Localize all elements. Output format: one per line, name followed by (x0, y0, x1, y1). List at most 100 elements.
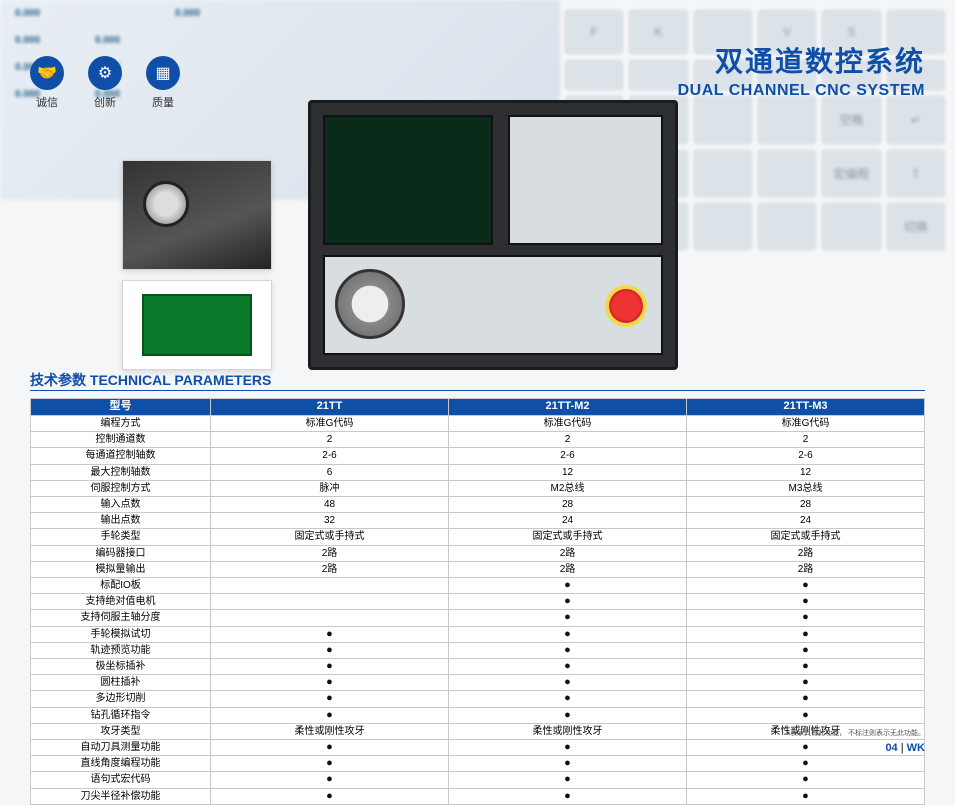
param-value: ● (449, 707, 687, 723)
param-value: ● (687, 594, 925, 610)
param-name: 支持伺服主轴分度 (31, 610, 211, 626)
bg-key: ⇧ (887, 150, 945, 197)
bg-key (565, 60, 623, 90)
trust-item: ⚙ 创新 (88, 56, 122, 110)
param-name: 输出点数 (31, 513, 211, 529)
parameters-table: 型号21TT21TT-M221TT-M3编程方式标准G代码标准G代码标准G代码控… (30, 398, 925, 805)
page-brand: WK (907, 742, 925, 754)
param-name: 圆柱插补 (31, 675, 211, 691)
param-value: 脉冲 (211, 480, 449, 496)
param-value: ● (687, 642, 925, 658)
param-value: 固定式或手持式 (211, 529, 449, 545)
param-name: 伺服控制方式 (31, 480, 211, 496)
bg-key: 切换 (887, 203, 945, 250)
param-name: 每通道控制轴数 (31, 448, 211, 464)
bg-key (694, 203, 752, 250)
param-name: 多边形切削 (31, 691, 211, 707)
trust-label: 质量 (152, 94, 174, 110)
param-value: M2总线 (449, 480, 687, 496)
param-value: ● (211, 691, 449, 707)
param-value: 2 (687, 432, 925, 448)
title-block: 双通道数控系统 DUAL CHANNEL CNC SYSTEM (678, 40, 925, 100)
param-value: ● (687, 772, 925, 788)
param-value: ● (211, 772, 449, 788)
param-value: ● (449, 642, 687, 658)
table-row: 刀尖半径补偿功能●●● (31, 788, 925, 804)
table-row: 最大控制轴数61212 (31, 464, 925, 480)
bg-key: 空格 (822, 96, 880, 143)
title-cn: 双通道数控系统 (678, 40, 925, 80)
param-value: 2路 (211, 545, 449, 561)
param-value: 标准G代码 (449, 416, 687, 432)
param-name: 编码器接口 (31, 545, 211, 561)
trust-label: 诚信 (36, 94, 58, 110)
table-row: 轨迹预览功能●●● (31, 642, 925, 658)
param-value: ● (687, 659, 925, 675)
param-value: 2-6 (687, 448, 925, 464)
page-sep: | (901, 742, 904, 754)
device-screen (323, 115, 493, 245)
param-value: ● (449, 691, 687, 707)
param-value: ● (211, 756, 449, 772)
param-name: 支持绝对值电机 (31, 594, 211, 610)
table-row: 圆柱插补●●● (31, 675, 925, 691)
param-name: 自动刀具测量功能 (31, 740, 211, 756)
param-name: 刀尖半径补偿功能 (31, 788, 211, 804)
param-value: 32 (211, 513, 449, 529)
photo-io-board (122, 280, 272, 370)
cnc-device (308, 100, 678, 370)
param-value: ● (449, 626, 687, 642)
param-name: 极坐标插补 (31, 659, 211, 675)
photo-detail (122, 160, 272, 270)
param-name: 攻牙类型 (31, 723, 211, 739)
pcb-icon (142, 294, 252, 356)
param-value: ● (449, 610, 687, 626)
param-name: 输入点数 (31, 497, 211, 513)
table-header-param: 型号 (31, 399, 211, 416)
param-name: 语句式宏代码 (31, 772, 211, 788)
estop-icon (605, 285, 647, 327)
table-row: 多边形切削●●● (31, 691, 925, 707)
table-row: 钻孔循环指令●●● (31, 707, 925, 723)
param-name: 钻孔循环指令 (31, 707, 211, 723)
bg-key (694, 150, 752, 197)
param-value: 2路 (687, 561, 925, 577)
bg-key (822, 203, 880, 250)
table-header-model: 21TT (211, 399, 449, 416)
trust-icon: ▦ (146, 56, 180, 90)
param-name: 手轮模拟试切 (31, 626, 211, 642)
table-header-model: 21TT-M2 (449, 399, 687, 416)
table-row: 输入点数482828 (31, 497, 925, 513)
table-row: 伺服控制方式脉冲M2总线M3总线 (31, 480, 925, 496)
device-keypad (508, 115, 663, 245)
param-value: ● (687, 675, 925, 691)
param-value: ● (687, 578, 925, 594)
bg-key (758, 150, 816, 197)
page-num: 04 (885, 742, 897, 754)
param-name: 控制通道数 (31, 432, 211, 448)
param-value: 24 (449, 513, 687, 529)
param-name: 编程方式 (31, 416, 211, 432)
param-value: 12 (687, 464, 925, 480)
table-row: 输出点数322424 (31, 513, 925, 529)
param-name: 最大控制轴数 (31, 464, 211, 480)
param-value: ● (687, 626, 925, 642)
bg-key (758, 203, 816, 250)
param-value: 48 (211, 497, 449, 513)
section-rule (30, 390, 925, 391)
param-value: 2-6 (449, 448, 687, 464)
bg-key (758, 96, 816, 143)
table-row: 编码器接口2路2路2路 (31, 545, 925, 561)
table-row: 标配IO板●● (31, 578, 925, 594)
param-value: 固定式或手持式 (687, 529, 925, 545)
param-value: 24 (687, 513, 925, 529)
device-lower-panel (323, 255, 663, 355)
param-value: ● (449, 740, 687, 756)
table-row: 直线角度编程功能●●● (31, 756, 925, 772)
param-value: ● (211, 788, 449, 804)
trust-icon: ⚙ (88, 56, 122, 90)
param-value: ● (687, 610, 925, 626)
param-value: ● (687, 691, 925, 707)
param-name: 手轮类型 (31, 529, 211, 545)
param-name: 标配IO板 (31, 578, 211, 594)
